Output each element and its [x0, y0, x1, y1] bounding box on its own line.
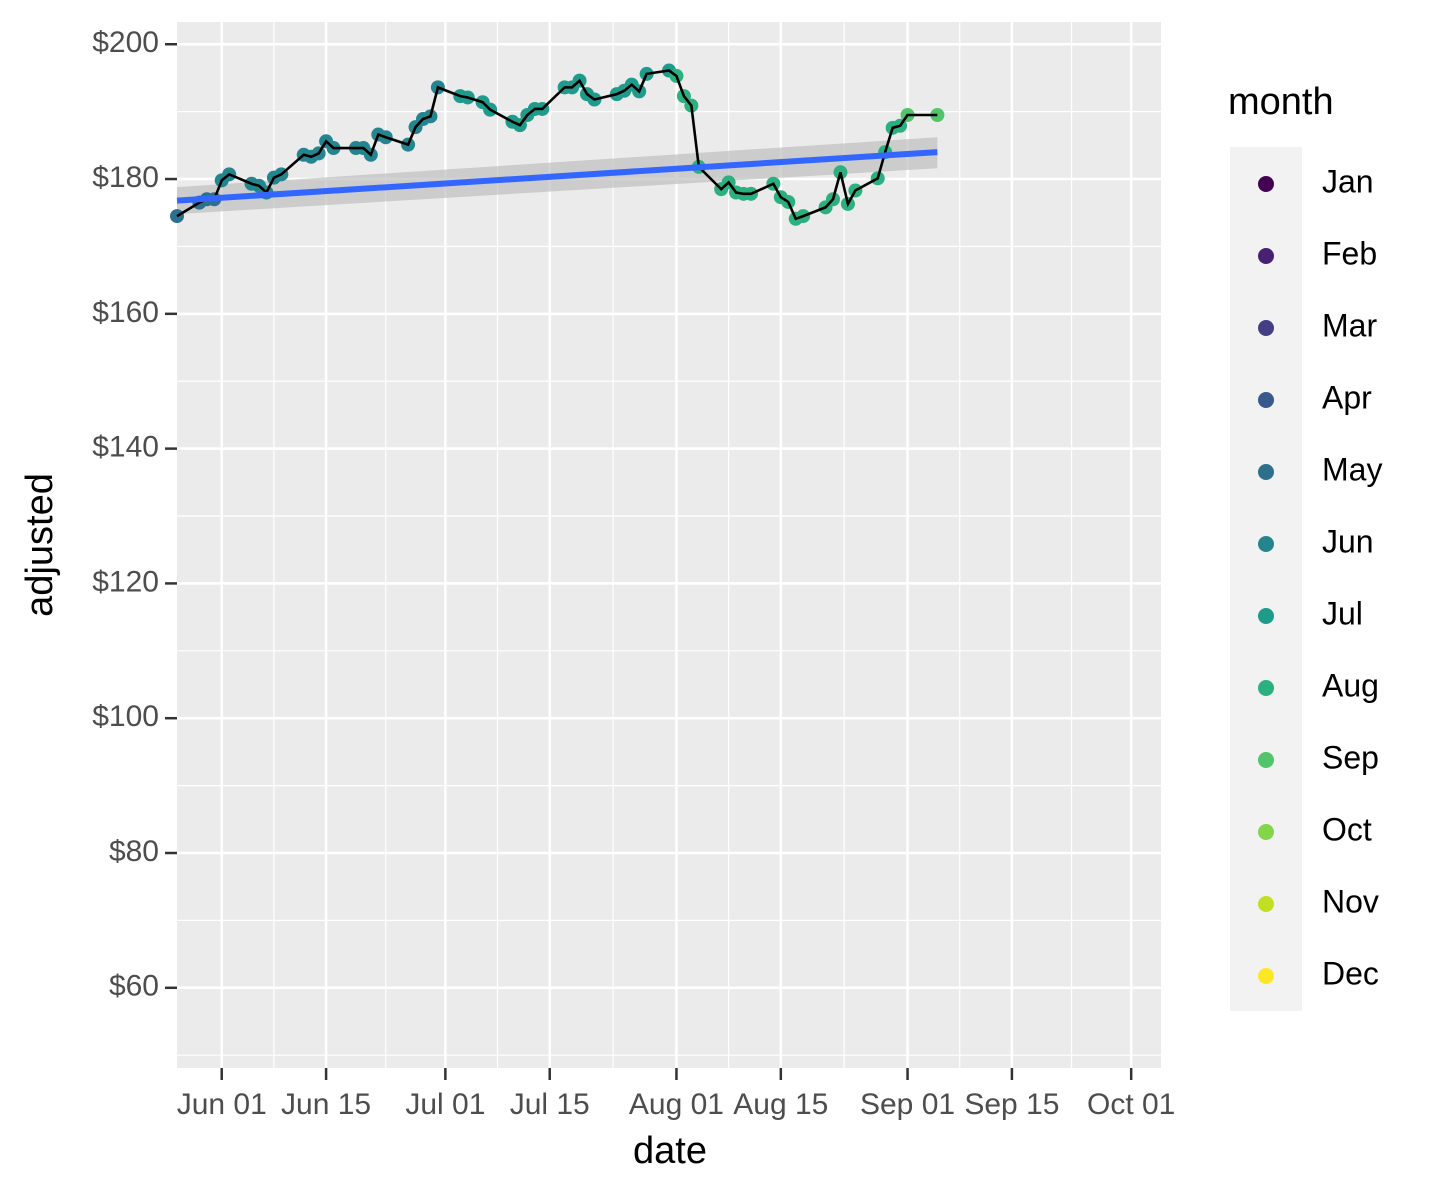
legend-key — [1258, 968, 1274, 984]
legend-key-box — [1230, 147, 1302, 1011]
x-tick-label: Oct 01 — [1087, 1088, 1175, 1121]
legend-label: Aug — [1322, 667, 1379, 703]
legend-label: Jun — [1322, 523, 1374, 559]
y-tick-label: $140 — [92, 431, 159, 464]
legend-label: May — [1322, 451, 1382, 487]
trend-line — [176, 149, 938, 204]
x-tick-label: Sep 15 — [964, 1088, 1059, 1121]
legend-title: month — [1228, 81, 1334, 123]
y-tick-label: $120 — [92, 565, 159, 598]
y-axis-title: adjusted — [19, 473, 61, 617]
x-tick-label: Sep 01 — [860, 1088, 955, 1121]
x-axis-title: date — [633, 1130, 707, 1172]
x-tick-label: Jun 01 — [177, 1088, 267, 1121]
legend-label: Dec — [1322, 955, 1379, 991]
legend-key — [1258, 536, 1274, 552]
axes: $60 $80 $100 $120 $140 $160 $180 $200 Jun 01 Jun … — [92, 26, 1175, 1121]
legend-key — [1258, 824, 1274, 840]
y-tick-label: $160 — [92, 296, 159, 329]
legend-label: Nov — [1322, 883, 1379, 919]
legend-key — [1258, 320, 1274, 336]
legend-key — [1258, 752, 1274, 768]
y-tick-label: $100 — [92, 700, 159, 733]
x-tick-label: Aug 01 — [629, 1088, 724, 1121]
y-tick-label: $180 — [92, 161, 159, 194]
legend-key — [1258, 680, 1274, 696]
x-tick-label: Jul 01 — [405, 1088, 485, 1121]
legend-key — [1258, 176, 1274, 192]
legend-label: Apr — [1322, 379, 1372, 415]
marks — [170, 63, 945, 226]
legend-key — [1258, 896, 1274, 912]
legend-label: Oct — [1322, 811, 1372, 847]
legend-label: Feb — [1322, 235, 1377, 271]
price-line — [176, 69, 938, 221]
legend-label: Sep — [1322, 739, 1379, 775]
legend-key — [1258, 608, 1274, 624]
legend-label: Mar — [1322, 307, 1377, 343]
x-tick-label: Jul 15 — [510, 1088, 590, 1121]
x-tick-label: Jun 15 — [281, 1088, 371, 1121]
x-tick-label: Aug 15 — [733, 1088, 828, 1121]
legend: Jan Feb Mar Apr May Jun Jul Aug Sep Oct Nov Dec — [1258, 163, 1382, 991]
y-tick-label: $80 — [109, 835, 159, 868]
legend-key — [1258, 248, 1274, 264]
legend-key — [1258, 464, 1274, 480]
legend-label: Jan — [1322, 163, 1374, 199]
y-tick-label: $60 — [109, 970, 159, 1003]
y-tick-label: $200 — [92, 26, 159, 59]
legend-key — [1258, 392, 1274, 408]
legend-label: Jul — [1322, 595, 1363, 631]
